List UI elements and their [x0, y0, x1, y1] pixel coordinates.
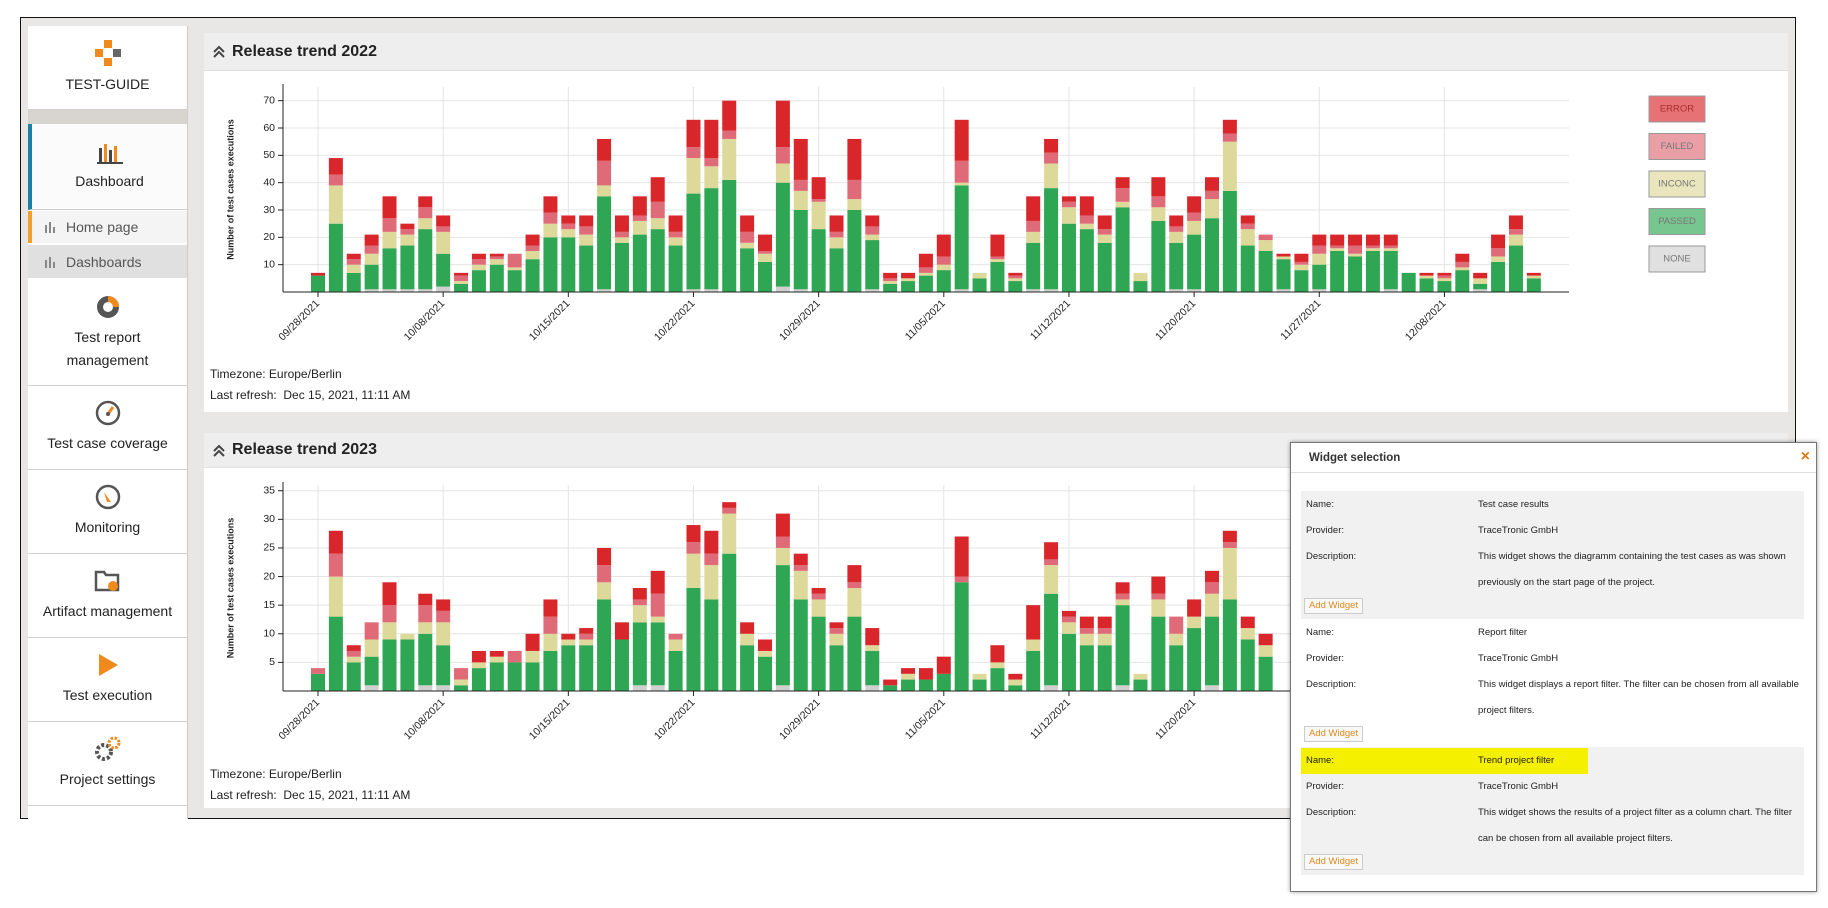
sub-icon	[45, 256, 55, 268]
field-value: TraceTronic GmbH	[1478, 525, 1559, 536]
nav-icon	[98, 654, 118, 676]
nav-item[interactable]: Dashboard	[28, 124, 187, 210]
field-value: This widget displays a report filter. Th…	[1478, 679, 1799, 716]
timezone: Timezone: Europe/Berlin	[210, 767, 342, 781]
field-value: TraceTronic GmbH	[1478, 781, 1559, 792]
nav-label: Monitoring	[74, 519, 141, 535]
add-widget-button[interactable]: Add Widget	[1304, 854, 1364, 870]
nav-label: Project settings	[59, 771, 156, 787]
nav-icon	[95, 400, 120, 426]
logo-text: TEST-GUIDE	[65, 76, 150, 92]
nav-label: Artifact management	[42, 603, 173, 619]
sub-label: Dashboards	[66, 253, 142, 270]
entry-row: Name: Trend project filter	[1301, 748, 1588, 774]
entry-row: Provider: TraceTronic GmbH	[1301, 774, 1804, 800]
field-label: Provider:	[1306, 781, 1345, 792]
widget-entry: Name: Trend project filter Provider: TraceT…	[1301, 747, 1804, 875]
nav-label: Test report management	[66, 328, 149, 368]
field-value: Trend project filter	[1478, 755, 1555, 766]
field-value: TraceTronic GmbH	[1478, 653, 1559, 664]
field-label: Name:	[1306, 499, 1334, 510]
sub-item[interactable]: Dashboards	[28, 245, 187, 278]
nav-item[interactable]: Artifact management	[28, 554, 187, 638]
dialog-title: Widget selection	[1291, 443, 1816, 473]
collapse-icon[interactable]	[212, 45, 226, 59]
sub-item[interactable]: Home page	[28, 211, 187, 243]
nav-item[interactable]: Project settings	[28, 722, 187, 806]
field-label: Provider:	[1306, 525, 1345, 536]
widget-entry: Name: Test case results Provider: TraceTron…	[1301, 491, 1804, 619]
field-value: This widget shows the results of a proje…	[1478, 807, 1792, 844]
separator	[28, 110, 187, 124]
field-label: Name:	[1306, 755, 1334, 766]
nav-item[interactable]: Test case coverage	[28, 386, 187, 470]
widget-entry: Name: Report filter Provider: TraceTronic G…	[1301, 619, 1804, 747]
field-label: Description:	[1306, 807, 1357, 818]
field-value: Test case results	[1478, 499, 1549, 510]
nav-label: Test execution	[62, 687, 153, 703]
widget-title: Release trend 2023	[232, 441, 377, 458]
add-widget-button[interactable]: Add Widget	[1304, 726, 1364, 742]
field-label: Provider:	[1306, 653, 1345, 664]
field-label: Name:	[1306, 627, 1334, 638]
field-label: Description:	[1306, 679, 1357, 690]
sub-icon	[45, 222, 55, 233]
last-refresh: Last refresh: Dec 15, 2021, 11:11 AM	[210, 388, 411, 402]
widget-selection-dialog: Widget selection × Name: Test case result…	[1290, 442, 1817, 892]
widget-body	[204, 71, 1788, 412]
field-value: This widget shows the diagramm containin…	[1478, 551, 1786, 588]
nav-icon	[96, 144, 123, 164]
close-button[interactable]: ×	[1800, 448, 1810, 465]
nav-item[interactable]: Test report management	[28, 280, 187, 386]
logo-icon	[94, 40, 121, 66]
nav-label: Dashboard	[75, 173, 144, 189]
nav-item[interactable]: Monitoring	[28, 470, 187, 554]
entry-row: Provider: TraceTronic GmbH	[1301, 646, 1804, 672]
entry-row: Description: This widget shows the diagra…	[1301, 544, 1804, 596]
timezone: Timezone: Europe/Berlin	[210, 367, 342, 381]
sidebar: TEST-GUIDE Dashboard Home page Dashboard…	[28, 26, 188, 819]
nav-icon	[94, 570, 119, 592]
entry-row: Provider: TraceTronic GmbH	[1301, 518, 1804, 544]
nav-icon	[94, 736, 120, 761]
nav-item[interactable]: Test execution	[28, 638, 187, 722]
field-label: Description:	[1306, 551, 1357, 562]
nav-icon	[95, 484, 120, 510]
last-refresh: Last refresh: Dec 15, 2021, 11:11 AM	[210, 788, 411, 802]
entry-row: Description: This widget displays a repor…	[1301, 672, 1804, 724]
entry-row: Name: Report filter	[1301, 620, 1804, 646]
logo[interactable]: TEST-GUIDE	[28, 26, 187, 110]
widget-title: Release trend 2022	[232, 42, 377, 60]
nav-icon	[96, 295, 119, 318]
widget-header[interactable]: Release trend 2022	[204, 33, 1788, 71]
add-widget-button[interactable]: Add Widget	[1304, 598, 1364, 614]
entry-row: Name: Test case results	[1301, 492, 1804, 518]
field-value: Report filter	[1478, 627, 1528, 638]
collapse-icon[interactable]	[212, 444, 226, 458]
entry-row: Description: This widget shows the result…	[1301, 800, 1804, 852]
nav-label: Test case coverage	[47, 435, 168, 451]
sub-label: Home page	[66, 219, 139, 235]
